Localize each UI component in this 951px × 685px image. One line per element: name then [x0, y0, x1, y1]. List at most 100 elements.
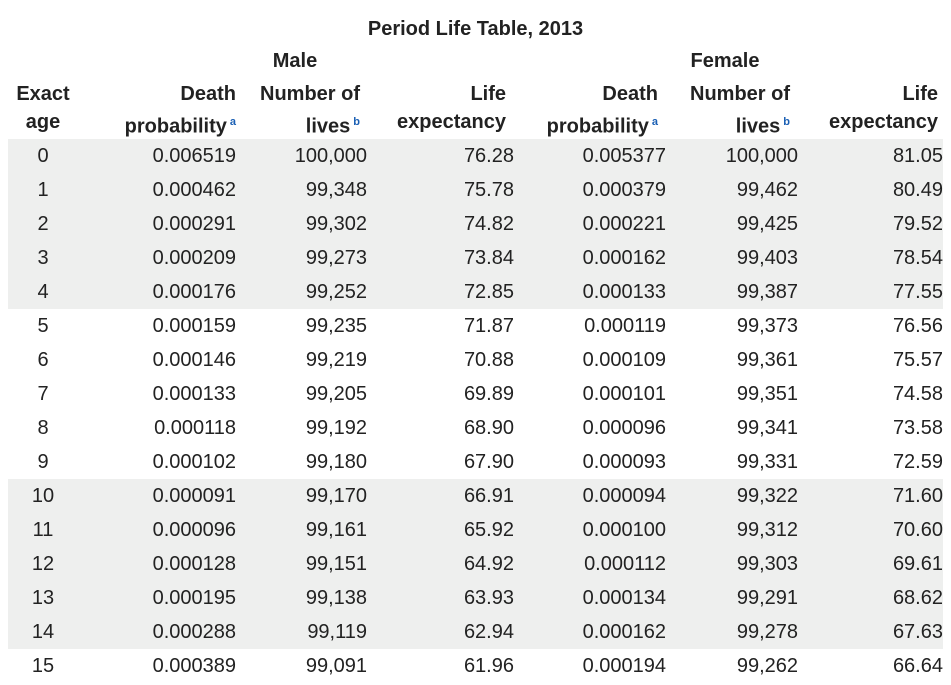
cell-male-number-of-lives: 99,091 [305, 655, 367, 677]
cell-female-number-of-lives: 99,373 [736, 315, 798, 337]
cell-female-number-of-lives: 99,462 [666, 173, 798, 207]
cell-male-number-of-lives: 99,219 [305, 349, 367, 371]
cell-female-death-probability: 0.000119 [584, 315, 666, 337]
footnote-a-link[interactable]: a [229, 116, 236, 128]
cell-female-number-of-lives: 99,341 [736, 417, 798, 439]
cell-male-death-probability: 0.000195 [78, 581, 236, 615]
cell-exact-age: 14 [8, 615, 78, 649]
header-female-death-probability: Death probability a [506, 80, 658, 141]
footnote-b-link[interactable]: b [783, 116, 790, 128]
cell-exact-age: 2 [8, 207, 78, 241]
group-header-female: Female [690, 50, 760, 72]
cell-exact-age: 8 [37, 417, 49, 439]
header-female-number-of-lives: Number of lives b [660, 80, 790, 141]
table-row: 4 0.000176 99,252 72.85 0.000133 99,387 77.55 [8, 275, 943, 309]
cell-male-number-of-lives: 99,348 [236, 173, 368, 207]
cell-female-death-probability: 0.000094 [514, 479, 666, 513]
cell-female-life-expectancy: 80.49 [798, 173, 943, 207]
cell-female-death-probability: 0.000100 [514, 513, 666, 547]
cell-female-death-probability: 0.000194 [582, 655, 666, 677]
cell-female-life-expectancy: 76.56 [892, 315, 943, 337]
cell-female-life-expectancy: 79.52 [798, 207, 943, 241]
cell-male-death-probability: 0.000291 [78, 207, 236, 241]
cell-male-number-of-lives: 99,252 [236, 275, 368, 309]
table-row: 10 0.000091 99,170 66.91 0.000094 99,322 71.60 [8, 479, 943, 513]
header-line: expectancy [829, 111, 938, 133]
cell-male-death-probability: 0.000146 [152, 349, 236, 371]
cell-female-number-of-lives: 99,291 [666, 581, 798, 615]
cell-female-number-of-lives: 99,303 [666, 547, 798, 581]
cell-male-death-probability: 0.000091 [78, 479, 236, 513]
cell-male-number-of-lives: 99,302 [236, 207, 368, 241]
cell-male-death-probability: 0.000389 [152, 655, 236, 677]
footnote-b-link[interactable]: b [353, 116, 360, 128]
cell-exact-age: 3 [8, 241, 78, 275]
table-row: 12 0.000128 99,151 64.92 0.000112 99,303 69.61 [8, 547, 943, 581]
life-table: 0 0.006519 100,000 76.28 0.005377 100,000 81.0… [8, 139, 943, 683]
cell-male-number-of-lives: 99,235 [305, 315, 367, 337]
header-male-number-of-lives: Number of lives b [236, 80, 360, 141]
table-row: 9 0.000102 99,180 67.90 0.000093 99,331 72.59 [8, 445, 943, 479]
footnote-a-link[interactable]: a [651, 116, 658, 128]
header-line: Number of [690, 83, 790, 105]
table-row: 2 0.000291 99,302 74.82 0.000221 99,425 79.52 [8, 207, 943, 241]
cell-male-life-expectancy: 66.91 [368, 479, 514, 513]
table-row: 0 0.006519 100,000 76.28 0.005377 100,000 81.0… [8, 139, 943, 173]
cell-male-life-expectancy: 61.96 [463, 655, 514, 677]
cell-male-life-expectancy: 63.93 [368, 581, 514, 615]
cell-female-life-expectancy: 68.62 [798, 581, 943, 615]
header-line: probability [124, 115, 227, 138]
cell-female-number-of-lives: 99,312 [666, 513, 798, 547]
cell-female-death-probability: 0.000221 [514, 207, 666, 241]
cell-male-number-of-lives: 99,192 [305, 417, 367, 439]
header-line: Death [180, 83, 236, 105]
cell-male-death-probability: 0.000118 [154, 417, 236, 439]
cell-male-number-of-lives: 100,000 [236, 139, 368, 173]
cell-female-life-expectancy: 74.58 [892, 383, 943, 405]
header-line: expectancy [397, 111, 506, 133]
cell-female-death-probability: 0.000162 [514, 615, 666, 649]
cell-female-number-of-lives: 99,331 [736, 451, 798, 473]
cell-female-life-expectancy: 66.64 [892, 655, 943, 677]
cell-male-number-of-lives: 99,151 [236, 547, 368, 581]
header-line: probability [546, 115, 649, 138]
table-row: 14 0.000288 99,119 62.94 0.000162 99,278 67.63 [8, 615, 943, 649]
table-row: 3 0.000209 99,273 73.84 0.000162 99,403 78.54 [8, 241, 943, 275]
cell-male-number-of-lives: 99,170 [236, 479, 368, 513]
cell-female-death-probability: 0.000109 [582, 349, 666, 371]
cell-female-number-of-lives: 99,387 [666, 275, 798, 309]
header-exact-age: Exact age [8, 80, 78, 136]
cell-male-number-of-lives: 99,138 [236, 581, 368, 615]
cell-male-number-of-lives: 99,180 [305, 451, 367, 473]
cell-female-life-expectancy: 67.63 [798, 615, 943, 649]
header-male-death-probability: Death probability a [78, 80, 236, 141]
cell-female-death-probability: 0.000096 [582, 417, 666, 439]
cell-male-death-probability: 0.000096 [78, 513, 236, 547]
header-line: age [25, 111, 61, 133]
cell-female-number-of-lives: 99,351 [736, 383, 798, 405]
header-male-life-expectancy: Life expectancy [366, 80, 506, 136]
table-row: 11 0.000096 99,161 65.92 0.000100 99,312 70.60 [8, 513, 943, 547]
cell-male-life-expectancy: 64.92 [368, 547, 514, 581]
cell-exact-age: 6 [37, 349, 49, 371]
table-row: 8 0.000118 99,192 68.90 0.000096 99,341 73.58 [8, 411, 943, 445]
cell-male-life-expectancy: 68.90 [463, 417, 514, 439]
header-female-life-expectancy: Life expectancy [796, 80, 938, 136]
cell-female-number-of-lives: 99,278 [666, 615, 798, 649]
header-line: Death [602, 83, 658, 105]
cell-female-life-expectancy: 72.59 [892, 451, 943, 473]
cell-female-number-of-lives: 99,262 [736, 655, 798, 677]
header-line: Number of [260, 83, 360, 105]
cell-female-life-expectancy: 70.60 [798, 513, 943, 547]
table-row: 5 0.000159 99,235 71.87 0.000119 99,373 76.56 [8, 309, 943, 343]
cell-female-death-probability: 0.000093 [582, 451, 666, 473]
cell-female-life-expectancy: 81.05 [798, 139, 943, 173]
cell-exact-age: 7 [37, 383, 49, 405]
cell-male-death-probability: 0.000176 [78, 275, 236, 309]
cell-male-death-probability: 0.000133 [152, 383, 236, 405]
cell-male-number-of-lives: 99,273 [236, 241, 368, 275]
cell-male-number-of-lives: 99,205 [305, 383, 367, 405]
table-row: 1 0.000462 99,348 75.78 0.000379 99,462 80.49 [8, 173, 943, 207]
table-title: Period Life Table, 2013 [367, 18, 584, 40]
cell-exact-age: 4 [8, 275, 78, 309]
